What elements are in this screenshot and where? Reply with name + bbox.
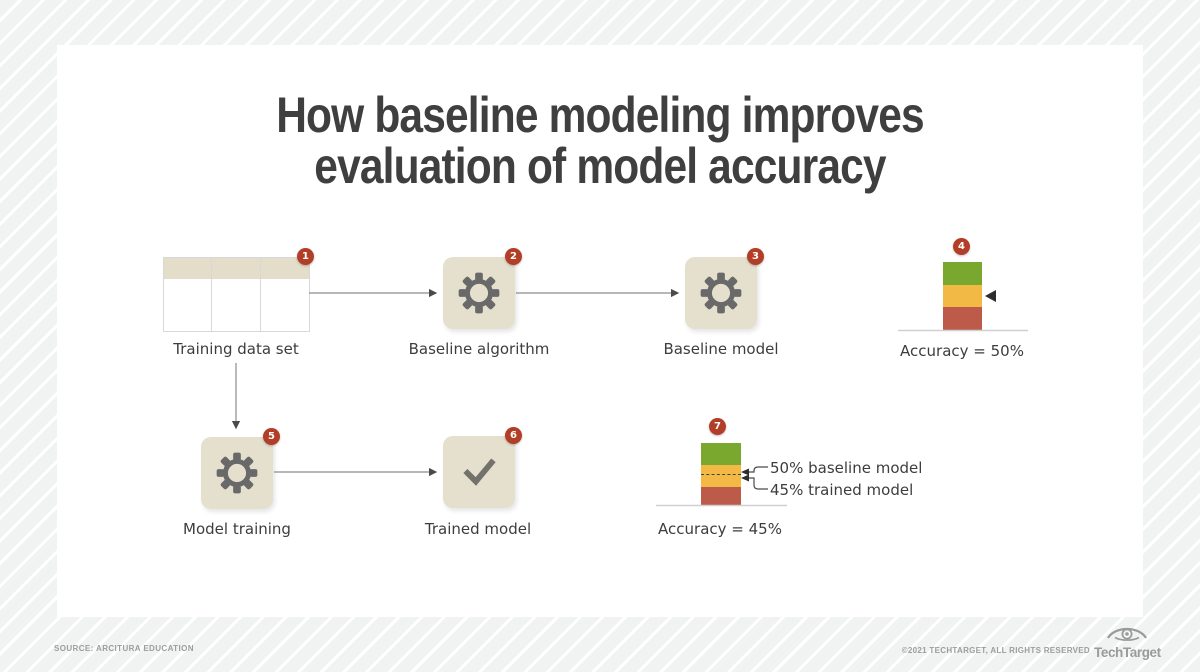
step-badge-4: 4: [953, 238, 970, 255]
step-badge-7: 7: [709, 418, 726, 435]
table-body-cell: [164, 279, 213, 331]
table-header-cell: [212, 258, 261, 279]
annotation-baseline-model: 50% baseline model: [770, 459, 923, 477]
table-header-cell: [260, 258, 309, 279]
source-credit: SOURCE: ARCITURA EDUCATION: [54, 644, 194, 653]
gear-icon: [700, 272, 742, 314]
check-icon: [463, 458, 496, 486]
gear-icon: [458, 272, 500, 314]
bar-segment-red: [943, 307, 982, 330]
bar-segment-green: [701, 443, 741, 465]
step-label-baseline-model: Baseline model: [663, 340, 779, 358]
techtarget-logo: TechTarget: [1094, 624, 1161, 660]
baseline-algorithm-box: [443, 257, 515, 329]
accuracy-bar-50: [943, 262, 982, 330]
trained-model-box: [443, 436, 515, 508]
baseline-model-box: [685, 257, 757, 329]
bar-segment-yellow: [943, 285, 982, 307]
gear-icon: [216, 452, 258, 494]
bar-segment-red: [701, 487, 741, 505]
step-label-trained-model: Trained model: [424, 520, 532, 538]
logo-text: TechTarget: [1094, 645, 1161, 660]
annotation-trained-model: 45% trained model: [770, 481, 914, 499]
baseline-dashed-line: [701, 474, 741, 475]
copyright-text: ©2021 TECHTARGET, ALL RIGHTS RESERVED: [901, 646, 1090, 655]
training-data-table-icon: [163, 257, 310, 332]
step-badge-5: 5: [263, 428, 280, 445]
step-badge-2: 2: [505, 248, 522, 265]
step-label-model-training: Model training: [183, 520, 291, 538]
step-badge-1: 1: [297, 248, 314, 265]
step-label-training-data-set: Training data set: [173, 340, 299, 358]
step-label-accuracy-45: Accuracy = 45%: [658, 520, 782, 538]
step-label-accuracy-50: Accuracy = 50%: [900, 342, 1024, 360]
accuracy-bar-45: [701, 443, 741, 505]
title-line-2: evaluation of model accuracy: [314, 138, 886, 194]
model-training-box: [201, 437, 273, 509]
table-body-cell: [212, 279, 261, 331]
step-label-baseline-algorithm: Baseline algorithm: [408, 340, 550, 358]
eye-icon: [1107, 627, 1147, 641]
bar-segment-yellow: [701, 465, 741, 487]
title-line-1: How baseline modeling improves: [276, 87, 924, 143]
table-header-cell: [164, 258, 213, 279]
page-title: How baseline modeling improves evaluatio…: [90, 90, 1110, 192]
bar-segment-green: [943, 262, 982, 285]
step-badge-3: 3: [747, 248, 764, 265]
table-body-cell: [261, 279, 309, 331]
step-badge-6: 6: [505, 427, 522, 444]
